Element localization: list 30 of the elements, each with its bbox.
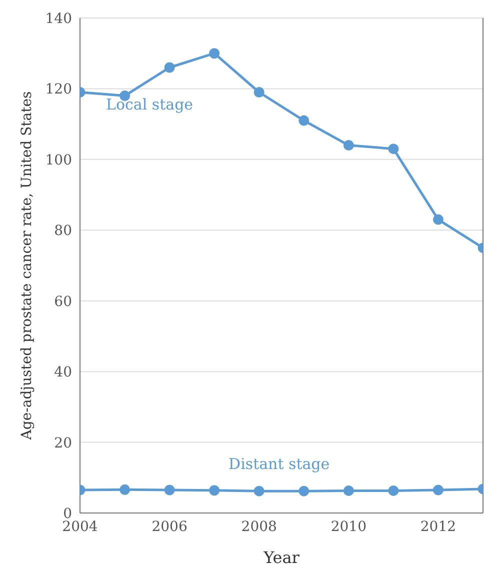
x-axis-title: Year bbox=[262, 548, 300, 567]
point bbox=[343, 140, 354, 151]
point bbox=[388, 144, 399, 154]
point bbox=[298, 115, 310, 126]
point bbox=[254, 87, 264, 98]
point bbox=[209, 48, 220, 59]
point bbox=[254, 486, 264, 496]
point bbox=[209, 485, 220, 496]
point bbox=[120, 484, 130, 495]
point bbox=[298, 486, 310, 496]
point bbox=[388, 485, 399, 496]
x-tick-label: 2010 bbox=[330, 518, 366, 535]
point bbox=[432, 484, 444, 496]
x-tick-label: 2012 bbox=[420, 518, 456, 535]
y-tick-label: 100 bbox=[45, 152, 72, 168]
x-tick-label: 2006 bbox=[152, 518, 188, 535]
series-label: Distant stage bbox=[228, 455, 330, 474]
y-tick-label: 140 bbox=[45, 10, 72, 27]
point bbox=[164, 62, 175, 73]
y-tick-label: 20 bbox=[54, 435, 72, 452]
series-label: Local stage bbox=[106, 96, 194, 114]
y-axis-title: Age-adjusted prostate cancer rate, United States bbox=[18, 91, 35, 441]
y-tick-label: 120 bbox=[45, 82, 72, 98]
point bbox=[343, 485, 354, 496]
point bbox=[432, 214, 444, 225]
y-tick-label: 40 bbox=[54, 364, 72, 381]
x-tick-label: 2008 bbox=[241, 518, 277, 535]
y-tick-label: 80 bbox=[54, 223, 72, 240]
y-tick-label: 60 bbox=[54, 294, 72, 310]
point bbox=[164, 484, 175, 496]
